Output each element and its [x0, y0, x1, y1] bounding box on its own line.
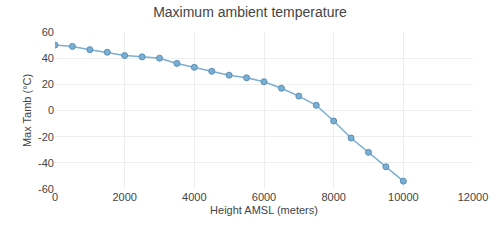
svg-text:-60: -60	[38, 183, 54, 195]
svg-text:12000: 12000	[458, 191, 489, 203]
svg-text:Maximum ambient temperature: Maximum ambient temperature	[153, 4, 347, 20]
svg-text:0: 0	[52, 191, 58, 203]
svg-text:40: 40	[42, 52, 54, 64]
svg-text:-40: -40	[38, 157, 54, 169]
svg-text:4000: 4000	[182, 191, 206, 203]
svg-text:20: 20	[42, 78, 54, 90]
svg-text:6000: 6000	[252, 191, 276, 203]
svg-text:2000: 2000	[112, 191, 136, 203]
svg-text:0: 0	[48, 104, 54, 116]
svg-text:-20: -20	[38, 131, 54, 143]
svg-text:60: 60	[42, 26, 54, 38]
svg-text:Max Tamb (°C): Max Tamb (°C)	[21, 74, 33, 147]
svg-text:10000: 10000	[388, 191, 419, 203]
svg-text:Height AMSL (meters): Height AMSL (meters)	[210, 204, 318, 216]
svg-text:8000: 8000	[321, 191, 345, 203]
